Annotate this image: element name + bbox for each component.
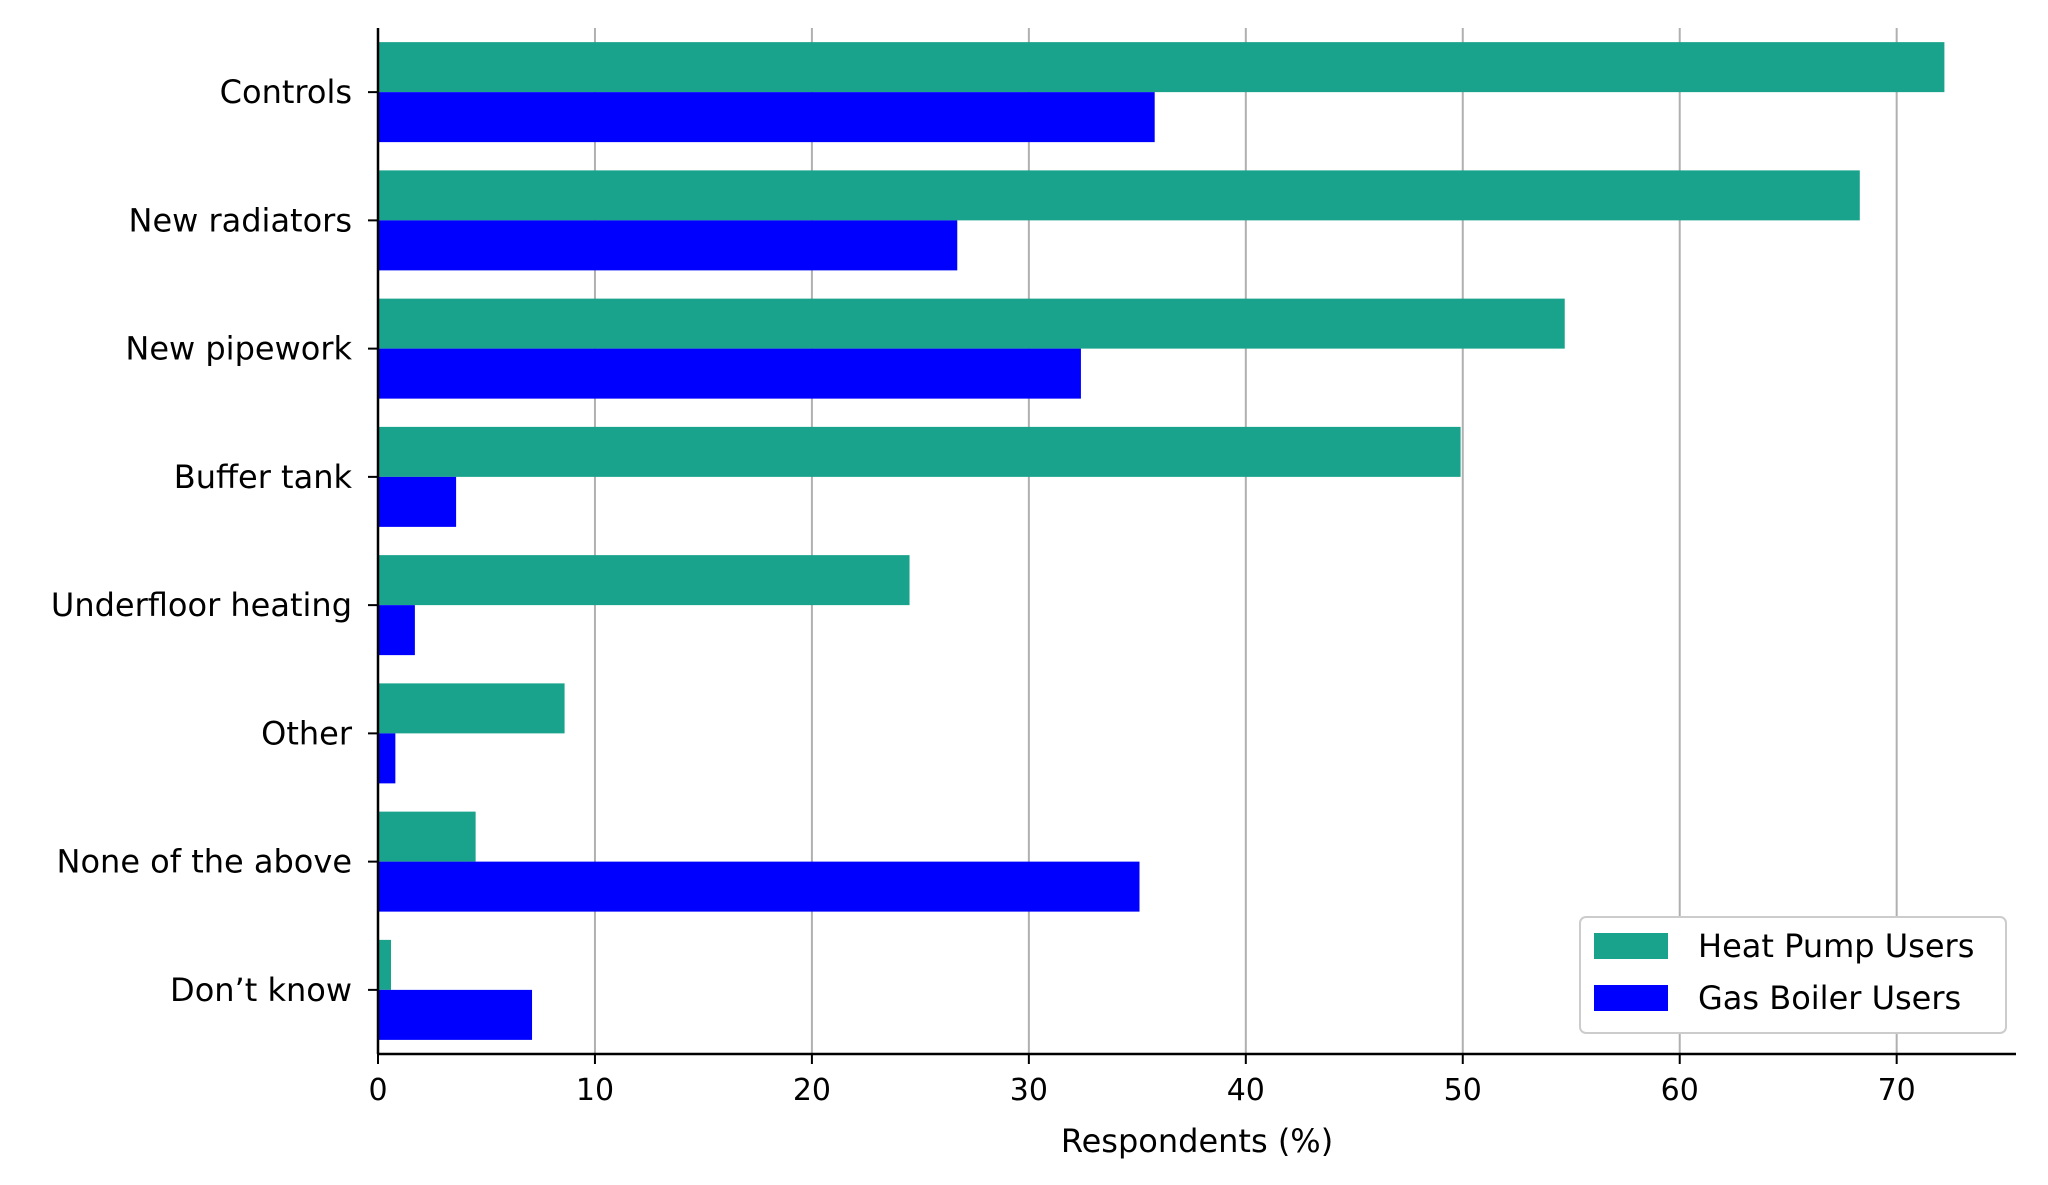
x-tick-label: 60 <box>1661 1073 1699 1108</box>
y-tick-label: Buffer tank <box>174 458 353 496</box>
bar-gas-boiler <box>378 989 533 1040</box>
legend: Heat Pump Users Gas Boiler Users <box>1579 916 2007 1034</box>
bar-gas-boiler <box>378 733 396 784</box>
y-tick-label: Other <box>261 714 353 752</box>
bar-gas-boiler <box>378 220 958 271</box>
y-tick-label: Don’t know <box>170 971 352 1009</box>
y-tick-label: New radiators <box>129 201 353 239</box>
bar-heat-pump <box>378 426 1461 477</box>
x-tick-label: 20 <box>793 1073 831 1108</box>
tick-labels: 0 10 20 30 40 50 60 70 Controls New radiators New … <box>51 73 1916 1108</box>
x-tick-label: 40 <box>1227 1073 1265 1108</box>
legend-box <box>1579 916 2007 1034</box>
bar-heat-pump <box>378 298 1565 349</box>
bar-gas-boiler <box>378 861 1140 912</box>
legend-swatch <box>1594 985 1668 1011</box>
legend-swatch <box>1594 933 1668 959</box>
y-tick-label: Controls <box>220 73 352 111</box>
y-tick-label: Underfloor heating <box>51 586 352 624</box>
bar-heat-pump <box>378 170 1860 221</box>
bar-gas-boiler <box>378 92 1155 143</box>
x-tick-label: 50 <box>1444 1073 1482 1108</box>
x-tick-label: 0 <box>368 1073 387 1108</box>
x-axis-label: Respondents (%) <box>1061 1122 1333 1160</box>
y-tick-label: New pipework <box>125 330 352 368</box>
y-tick-label: None of the above <box>57 843 352 881</box>
bar-gas-boiler <box>378 348 1081 399</box>
bar-heat-pump <box>378 939 392 990</box>
x-tick-label: 10 <box>576 1073 614 1108</box>
legend-label: Heat Pump Users <box>1698 927 1974 965</box>
x-tick-label: 70 <box>1878 1073 1916 1108</box>
bar-heat-pump <box>378 683 565 734</box>
legend-label: Gas Boiler Users <box>1698 979 1961 1017</box>
bars <box>378 42 1945 1040</box>
bar-gas-boiler <box>378 605 415 656</box>
bar-heat-pump <box>378 42 1945 93</box>
bar-gas-boiler <box>378 476 457 527</box>
axes <box>368 28 2016 1064</box>
bar-heat-pump <box>378 811 476 862</box>
x-tick-label: 30 <box>1010 1073 1048 1108</box>
bar-heat-pump <box>378 555 910 606</box>
